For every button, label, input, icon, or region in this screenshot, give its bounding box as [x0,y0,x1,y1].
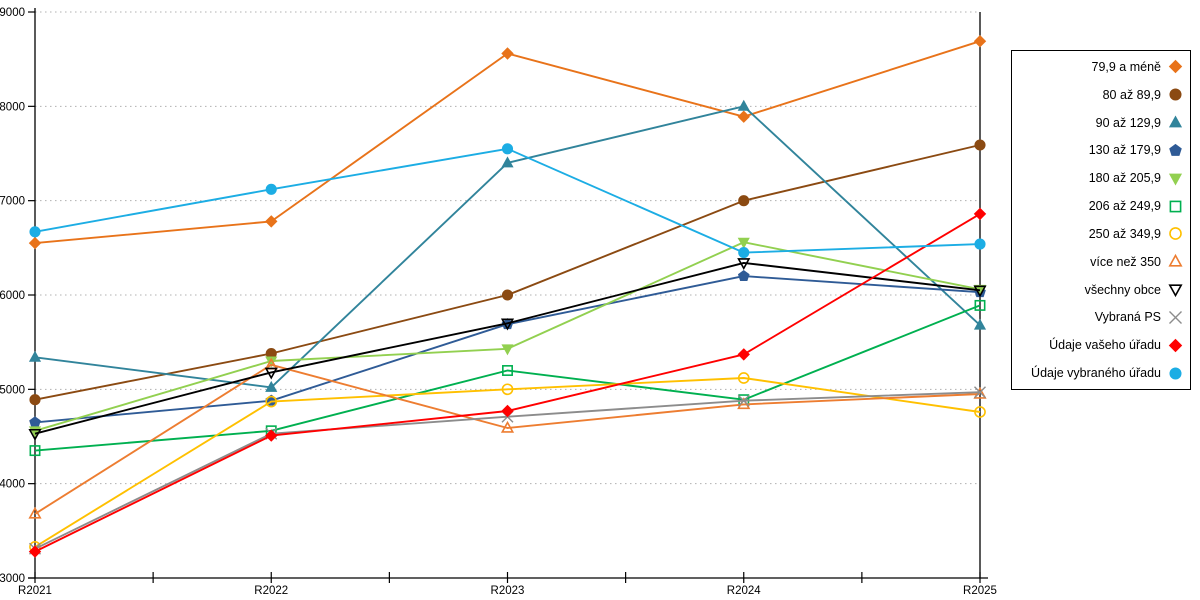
legend-label: Údaje vybraného úřadu [1031,366,1161,381]
y-axis-tick-label: 7000 [0,196,25,208]
legend-item: Údaje vybraného úřadu [1014,360,1184,386]
axes: 3000 4000 5000 6000 7000 8000 9000 R2021 R2022 R2… [0,7,997,597]
legend-item: všechny obce [1014,277,1184,303]
series-line [34,213,981,553]
legend-marker-icon [1168,115,1183,128]
y-axis-tick-label: 5000 [0,384,25,396]
y-axis-tick-label: 6000 [0,290,25,302]
legend-marker-icon [1169,366,1182,380]
legend-label: 80 až 89,9 [1102,87,1161,102]
legend-item: Vybraná PS [1014,304,1184,330]
x-axis-tick-label: R2021 [18,585,52,597]
legend-marker-icon [1168,338,1183,352]
legend-label: 206 až 249,9 [1088,199,1161,214]
legend-item: 250 až 349,9 [1014,221,1184,247]
series--daje-va-eho-adu [28,207,987,558]
legend-marker-icon [1169,88,1182,101]
y-axis-tick-label: 9000 [0,7,25,19]
legend-label: 180 až 205,9 [1088,171,1161,186]
y-axis-tick-label: 4000 [0,479,25,491]
legend-marker-icon [1169,310,1182,324]
legend-item: 79,9 a méně [1014,54,1184,80]
legend-label: 250 až 349,9 [1088,226,1161,241]
series-90-a-129-9 [28,99,987,392]
x-axis-tick-label: R2025 [963,585,997,597]
y-axis-tick-label: 8000 [0,101,25,113]
legend-item: 180 až 205,9 [1014,165,1184,191]
legend-item: 90 až 129,9 [1014,110,1184,136]
legend-item: Údaje vašeho úřadu [1014,332,1184,358]
series--daje-vybran-ho-adu [29,143,986,259]
legend-item: 80 až 89,9 [1014,82,1184,108]
legend-marker-icon [1169,227,1182,241]
legend-label: 130 až 179,9 [1088,143,1161,158]
legend-item: více než 350 [1014,249,1184,275]
legend-item: 130 až 179,9 [1014,137,1184,163]
series-line [34,377,981,548]
series-line [34,304,981,452]
legend-label: 90 až 129,9 [1095,115,1161,130]
legend-marker-icon [1168,60,1183,74]
legend-label: 79,9 a méně [1091,59,1162,74]
series-line [34,40,981,245]
series-250-a-349-9 [29,372,986,553]
series-line [34,241,981,432]
series-v-echny-obce [28,258,987,441]
legend-marker-icon [1168,173,1183,186]
x-axis-tick-label: R2024 [727,585,761,597]
legend-marker-icon [1168,284,1183,298]
x-axis-tick-label: R2022 [254,585,288,597]
chart-legend: 79,9 a méně 80 až 89,9 90 až 129,9 130 až 1… [1011,50,1191,390]
legend-marker-icon [1169,143,1182,156]
legend-marker-icon [1169,200,1182,212]
series-79-9-a-m-n- [28,34,987,250]
x-axis-tick-label: R2023 [491,585,525,597]
y-axis-tick-label: 3000 [0,573,25,585]
series-line [34,261,981,435]
legend-marker-icon [1168,254,1183,267]
legend-item: 206 až 249,9 [1014,193,1184,219]
legend-label: všechny obce [1084,282,1161,297]
legend-label: více než 350 [1090,254,1161,269]
series-line [34,363,981,515]
legend-label: Údaje vašeho úřadu [1049,338,1161,353]
legend-label: Vybraná PS [1094,310,1161,325]
